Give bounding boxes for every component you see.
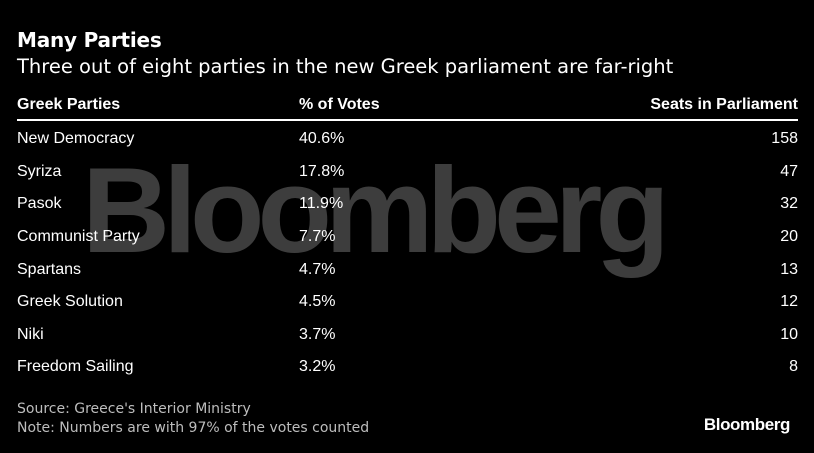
party-name-cell: Spartans [17,260,82,278]
party-name-cell: Communist Party [17,228,140,246]
table-header-row: Greek Parties % of Votes Seats in Parlia… [17,90,798,121]
table-row: New Democracy 40.6% 158 [17,120,798,156]
vote-share-cell: 40.6% [299,130,345,148]
party-name-cell: Syriza [17,162,62,180]
party-name-cell: New Democracy [17,130,135,148]
table-row: Communist Party 7.7% 20 [17,221,798,254]
vote-share-cell: 11.9% [299,195,344,213]
seat-count-cell: 10 [780,325,798,343]
table-row: Syriza 17.8% 47 [17,156,798,189]
party-name-cell: Freedom Sailing [17,358,134,376]
party-name-cell: Niki [17,325,44,343]
seat-count-cell: 32 [780,195,798,213]
seat-count-cell: 158 [771,130,798,148]
seat-count-cell: 13 [780,260,798,278]
vote-share-cell: 3.7% [299,325,336,343]
vote-share-cell: 17.8% [299,162,345,180]
seat-count-cell: 20 [780,228,798,246]
parties-table: Greek Parties % of Votes Seats in Parlia… [17,90,798,384]
column-header-seats: Seats in Parliament [549,90,798,121]
vote-share-cell: 4.5% [299,293,336,311]
table-row: Spartans 4.7% 13 [17,253,798,286]
seat-count-cell: 47 [780,162,798,180]
data-note: Note: Numbers are with 97% of the votes … [17,420,370,436]
column-header-party: Greek Parties [17,90,299,121]
seat-count-cell: 12 [780,293,798,311]
chart-subtitle: Three out of eight parties in the new Gr… [17,55,674,78]
bloomberg-watermark: Bloomberg [82,142,670,278]
vote-share-cell: 3.2% [299,358,336,376]
party-name-cell: Greek Solution [17,293,123,311]
source-note: Source: Greece's Interior Ministry [17,401,251,417]
chart-footer: Source: Greece's Interior Ministry Note:… [17,400,369,438]
party-name-cell: Pasok [17,195,62,213]
vote-share-cell: 7.7% [299,228,336,246]
bloomberg-logo: Bloomberg [703,415,791,434]
table-row: Greek Solution 4.5% 12 [17,286,798,319]
vote-share-cell: 4.7% [299,260,336,278]
table-row: Pasok 11.9% 32 [17,188,798,221]
table-row: Freedom Sailing 3.2% 8 [17,351,798,384]
column-header-votes: % of Votes [299,90,549,121]
chart-title: Many Parties [17,28,162,52]
seat-count-cell: 8 [789,358,798,376]
table-row: Niki 3.7% 10 [17,319,798,352]
